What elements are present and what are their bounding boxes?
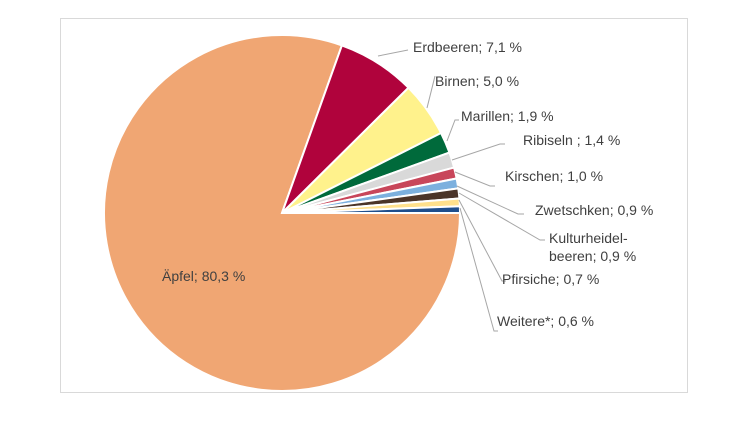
leader-line-9 <box>459 207 498 332</box>
label-kulturheidelbeeren: Kulturheidel- beeren; 0,9 % <box>549 230 637 264</box>
label-pfirsiche: Pfirsiche; 0,7 % <box>502 271 600 287</box>
chart-area <box>60 18 688 393</box>
leader-line-2 <box>426 75 436 109</box>
leader-line-5 <box>454 171 495 187</box>
label-marillen: Marillen; 1,9 % <box>461 108 554 124</box>
leader-line-4 <box>451 143 505 161</box>
leader-line-8 <box>458 199 506 282</box>
label-aepfel: Äpfel; 80,3 % <box>162 268 246 284</box>
label-erdbeeren: Erdbeeren; 7,1 % <box>413 39 522 55</box>
leader-line-7 <box>458 192 545 241</box>
label-birnen: Birnen; 5,0 % <box>435 73 520 89</box>
label-ribiseln: Ribiseln ; 1,4 % <box>523 132 621 148</box>
label-kirschen: Kirschen; 1,0 % <box>505 168 604 184</box>
leader-line-3 <box>446 119 459 142</box>
label-weitere: Weitere*; 0,6 % <box>497 313 595 329</box>
leader-line-6 <box>456 185 524 215</box>
label-zwetschken: Zwetschken; 0,9 % <box>535 202 654 218</box>
leader-line-1 <box>377 49 409 57</box>
